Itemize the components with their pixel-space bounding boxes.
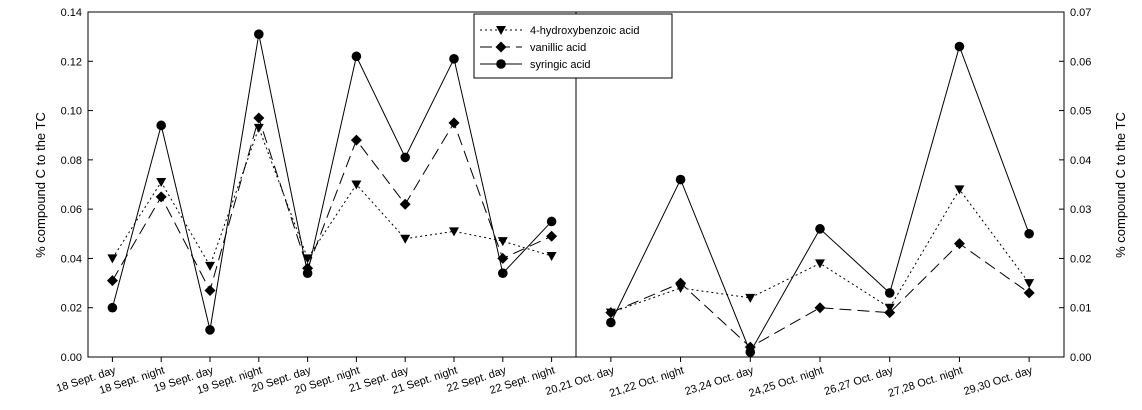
right-data-point (884, 288, 895, 298)
left-data-point (106, 275, 118, 287)
left-data-point (546, 251, 557, 261)
right-series-line (610, 242, 1030, 348)
left-data-point (205, 261, 215, 271)
left-y-tick-label: 0.06 (61, 204, 82, 216)
left-series-line (111, 116, 552, 292)
right-data-point (954, 41, 965, 52)
left-data-point (253, 123, 264, 133)
left-data-point (107, 302, 118, 313)
right-y-tick-label: 0.06 (1070, 56, 1091, 68)
right-data-point (954, 185, 965, 195)
right-series-line (610, 188, 1030, 314)
right-x-tick-label: 23,24 Oct. day (683, 364, 755, 398)
left-data-point (498, 268, 508, 279)
right-x-tick-label: 26,27 Oct. day (823, 364, 895, 398)
legend-label: vanillic acid (530, 42, 586, 54)
right-y-tick-label: 0.04 (1070, 155, 1091, 167)
left-data-point (302, 268, 313, 279)
right-data-point (1023, 287, 1035, 299)
left-data-point (400, 152, 411, 163)
right-y-tick-label: 0.01 (1070, 303, 1091, 315)
right-x-tick-label: 21,22 Oct. night (608, 364, 686, 399)
right-x-tick-label: 20,21 Oct. day (544, 364, 616, 398)
left-data-point (449, 227, 459, 237)
legend-marker (496, 59, 506, 69)
left-y-tick-label: 0.00 (61, 352, 82, 364)
legend: 4-hydroxybenzoic acid vanillic acid syring… (473, 13, 673, 79)
left-y-tick-label: 0.08 (61, 155, 82, 167)
right-data-point (745, 347, 756, 357)
right-data-point (815, 224, 825, 234)
right-y-tick-label: 0.02 (1070, 253, 1091, 265)
left-y-tick-label: 0.14 (61, 7, 82, 19)
left-y-tick-label: 0.02 (61, 303, 82, 315)
legend-marker (496, 26, 506, 35)
left-data-point (449, 54, 459, 64)
right-data-point (814, 302, 826, 314)
right-data-point (1024, 228, 1034, 239)
left-data-point (546, 230, 558, 242)
left-y-axis-title: % compound C to the TC (33, 112, 48, 258)
right-y-tick-label: 0.07 (1070, 7, 1091, 19)
legend-label: 4-hydroxybenzoic acid (530, 25, 639, 37)
left-data-point (497, 237, 508, 247)
right-data-point (815, 259, 825, 269)
right-x-tick-label: 29,30 Oct. day (962, 364, 1034, 398)
right-data-point (675, 277, 687, 289)
right-data-point (605, 307, 617, 319)
left-y-tick-label: 0.12 (61, 56, 82, 68)
left-data-point (155, 191, 167, 203)
right-data-point (953, 238, 965, 250)
right-data-point (675, 174, 686, 185)
left-data-point (107, 254, 118, 264)
legend-label: syringic acid (530, 59, 591, 71)
legend-marker (495, 41, 507, 53)
left-data-point (546, 216, 557, 227)
left-data-point (302, 254, 313, 264)
left-data-point (399, 198, 411, 210)
left-data-point (253, 112, 265, 124)
left-data-point (448, 117, 460, 129)
left-data-point (351, 180, 362, 190)
left-y-tick-label: 0.04 (61, 253, 82, 265)
right-x-tick-label: 27,28 Oct. night (887, 364, 965, 399)
left-series-line (111, 34, 552, 331)
right-y-tick-label: 0.05 (1070, 106, 1091, 118)
left-data-point (350, 134, 362, 146)
left-y-tick-label: 0.10 (61, 106, 82, 118)
right-y-axis-title: % compound C to the TC (1113, 112, 1128, 258)
left-data-point (253, 29, 264, 39)
right-y-tick-label: 0.00 (1070, 352, 1091, 364)
right-x-tick-label: 24,25 Oct. night (747, 364, 825, 399)
left-data-point (204, 284, 216, 296)
legend-box (473, 13, 673, 79)
right-data-point (745, 293, 756, 303)
right-data-point (1024, 279, 1035, 289)
right-y-tick-label: 0.03 (1070, 204, 1091, 216)
left-data-point (205, 325, 215, 335)
right-data-point (606, 317, 616, 328)
left-data-point (156, 120, 166, 131)
left-data-point (156, 178, 167, 188)
left-data-point (351, 51, 362, 62)
right-data-point (884, 307, 896, 319)
left-data-point (400, 234, 411, 244)
